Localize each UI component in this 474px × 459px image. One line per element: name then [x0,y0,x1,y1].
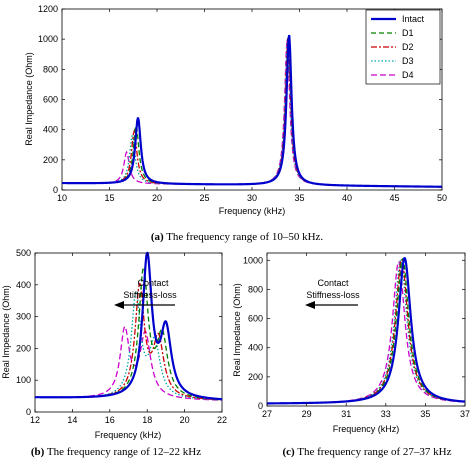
y-tick-label: 200 [43,155,58,165]
caption-b: (b) The frequency range of 12–22 kHz [31,446,201,458]
y-tick-label: 0 [258,401,263,411]
series-line-intact [34,251,223,401]
caption-a-letter: (a) [151,231,164,243]
y-tick-label: 500 [16,248,31,258]
series-line-intact [62,34,442,188]
caption-c-letter: (c) [282,446,295,458]
x-axis-label-b: Frequency (kHz) [95,430,162,440]
series-line-d3 [267,259,466,405]
y-axis-label-a: Real Impedance (Ohm) [24,52,34,146]
y-axis-label-b: Real Impedance (Ohm) [1,285,11,379]
x-tick-label: 50 [437,193,447,203]
legend-label-d4: D4 [402,70,414,80]
legend-label-d1: D1 [402,28,414,38]
y-tick-label: 0 [53,185,58,195]
caption-b-letter: (b) [31,446,45,458]
annotation-c-line2: Stiffness-loss [306,290,360,300]
annotation-b-line2: Stiffness-loss [123,290,177,300]
x-axis-label-c: Frequency (kHz) [333,424,400,434]
y-axis-label-c: Real Impedance (Ohm) [232,283,242,377]
y-tick-label: 400 [16,280,31,290]
arrowhead-b [114,301,124,309]
x-tick-label: 20 [152,193,162,203]
x-tick-label: 29 [302,409,312,419]
caption-b-text: The frequency range of 12–22 kHz [44,446,201,458]
x-tick-label: 14 [67,415,77,425]
caption-a-text: The frequency range of 10–50 kHz. [164,231,324,243]
series-line-d2 [35,282,223,401]
panel-a: 10 15 20 25 30 35 40 45 50 0 200 400 600 800 1000 1200… [24,4,447,216]
x-tick-label: 31 [341,409,351,419]
annotation-c-line1: Contact [317,278,349,288]
x-tick-label: 12 [30,415,40,425]
y-tick-label: 400 [43,125,58,135]
x-tick-label: 22 [217,415,227,425]
annotation-b-line1: Contact [137,278,169,288]
x-tick-label: 40 [342,193,352,203]
x-tick-label: 30 [247,193,257,203]
legend-label-d2: D2 [402,42,414,52]
y-tick-label: 1000 [243,255,263,265]
legend: Intact D1 D2 D3 D4 [365,9,441,85]
y-tick-label: 100 [16,375,31,385]
y-tick-label: 800 [43,64,58,74]
x-tick-label: 27 [262,409,272,419]
x-tick-label: 16 [105,415,115,425]
legend-label-d3: D3 [402,56,414,66]
series-line-d4 [267,261,466,404]
x-tick-label: 20 [180,415,190,425]
y-tick-label: 600 [248,314,263,324]
legend-box [365,9,441,85]
x-tick-label: 10 [57,193,67,203]
arrowhead-c [305,301,315,309]
y-tick-label: 800 [248,284,263,294]
x-tick-label: 35 [294,193,304,203]
series-line-d3 [35,290,223,401]
x-tick-label: 18 [142,415,152,425]
x-tick-label: 25 [199,193,209,203]
y-tick-label: 300 [16,312,31,322]
x-tick-label: 15 [104,193,114,203]
panel-b: 12 14 16 18 20 22 0 100 200 300 400 500 Frequency … [1,248,227,440]
y-tick-label: 1200 [38,4,58,14]
x-tick-label: 37 [460,409,470,419]
caption-c-text: The frequency range of 27–37 kHz [295,446,452,458]
y-tick-label: 200 [248,372,263,382]
caption-c: (c) The frequency range of 27–37 kHz [282,446,451,458]
caption-a: (a) The frequency range of 10–50 kHz. [151,231,324,243]
y-tick-label: 200 [16,343,31,353]
y-tick-label: 400 [248,343,263,353]
panel-c: 27 29 31 33 35 37 0 200 400 600 800 1000 Frequency… [232,252,470,434]
y-tick-label: 1000 [38,34,58,44]
plot-frame-b [34,252,223,413]
series-line-intact [267,257,466,405]
legend-label-intact: Intact [402,14,425,24]
x-tick-label: 33 [381,409,391,419]
x-tick-label: 35 [420,409,430,419]
x-tick-label: 45 [389,193,399,203]
y-tick-label: 600 [43,95,58,105]
series-line-d2 [61,38,443,188]
series-line-d2 [266,258,466,405]
series-line-d1 [267,258,466,405]
y-tick-label: 0 [26,407,31,417]
x-axis-label-a: Frequency (kHz) [219,206,286,216]
series-line-d1 [35,266,223,401]
plot-frame-c [266,252,466,407]
